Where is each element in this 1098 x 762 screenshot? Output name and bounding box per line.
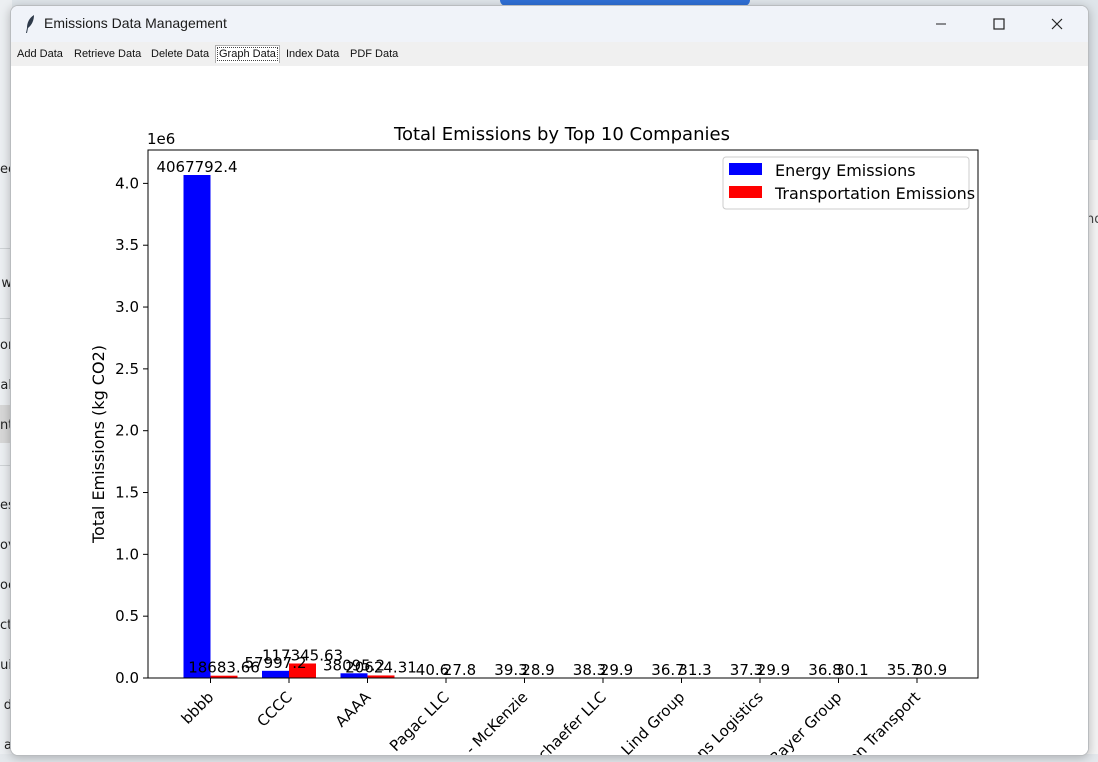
tab-retrieve-data[interactable]: Retrieve Data	[74, 48, 142, 60]
x-tick-label: Bayer Group	[766, 688, 845, 755]
y-tick-label: 2.0	[115, 422, 139, 440]
legend-swatch-energy	[729, 163, 762, 175]
tab-pdf-data[interactable]: PDF Data	[350, 48, 399, 60]
background-left-fragment: w	[1, 276, 12, 291]
emissions-bar-chart: Total Emissions by Top 10 Companies 1e6 …	[89, 124, 979, 755]
background-left-fragment: oc	[0, 578, 12, 593]
y-axis: 0.0 0.5 1.0 1.5 2.0 2.5 3.0 3.5 4.0	[115, 174, 148, 687]
background-left-fragment: ct	[0, 618, 12, 633]
background-left-fragment: nt	[0, 418, 12, 433]
bar-value-label: 28.9	[521, 661, 554, 679]
bar-transportation	[289, 663, 316, 678]
window-title: Emissions Data Management	[44, 15, 227, 31]
tab-index-data[interactable]: Index Data	[286, 48, 340, 60]
background-left-fragment: es	[0, 498, 12, 513]
background-left-fragment: a	[4, 738, 12, 753]
background-left-fragment: ui	[0, 658, 12, 673]
bar-transportation	[210, 675, 238, 678]
y-tick-label: 1.5	[115, 484, 139, 502]
y-tick-label: 2.5	[115, 360, 139, 378]
tab-graph-data[interactable]: Graph Data	[215, 45, 280, 63]
legend-box	[722, 156, 970, 210]
bar-value-label: 29.9	[757, 661, 790, 679]
y-tick-label: 3.0	[115, 298, 139, 316]
background-left-fragment: ee	[0, 162, 12, 177]
background-left-fragment: al	[0, 378, 12, 393]
y-axis-label: Total Emissions (kg CO2)	[89, 345, 108, 544]
bar-value-label: 40.6	[416, 661, 449, 679]
bar-value-label: 29.9	[600, 661, 633, 679]
maximize-icon	[993, 18, 1005, 30]
minimize-icon	[936, 23, 946, 25]
background-left-panel	[0, 0, 12, 762]
x-tick-label: ns Logistics	[693, 688, 767, 755]
maximize-button[interactable]	[976, 6, 1022, 42]
bar-transportation	[367, 675, 395, 678]
x-tick-label: - McKenzie	[462, 688, 532, 755]
bar-value-label: 35.7	[887, 661, 920, 679]
legend-label-transportation: Transportation Emissions	[774, 184, 975, 203]
background-right-text: nd	[1086, 212, 1098, 227]
bar-value-label: 36.7	[651, 661, 684, 679]
bar-energy	[183, 175, 211, 678]
background-left-fragment: ov	[0, 538, 12, 553]
bar-value-label: 30.1	[835, 661, 868, 679]
bar-energy	[262, 670, 289, 678]
background-right-panel	[1086, 140, 1098, 760]
plot-frame	[147, 149, 979, 679]
background-window-accent	[500, 0, 750, 6]
y-tick-label: 3.5	[115, 236, 139, 254]
bar-value-label: 38095.2	[323, 656, 385, 674]
bar-value-label: 27.8	[443, 661, 476, 679]
x-tick-label: chaefer LLC	[534, 688, 610, 755]
bars-group	[183, 175, 944, 678]
app-window: Emissions Data Management Add Data Retri…	[10, 5, 1089, 756]
y-tick-label: 4.0	[115, 174, 139, 192]
tab-delete-data[interactable]: Delete Data	[151, 48, 210, 60]
bar-value-label: 117345.63	[262, 646, 343, 664]
y-tick-label: 1.0	[115, 545, 139, 563]
background-bottom	[0, 754, 1098, 762]
bar-value-label: 20624.31	[345, 658, 417, 676]
x-tick-label: bbbb	[178, 688, 218, 728]
legend: Energy Emissions Transportation Emission…	[722, 156, 975, 210]
bar-value-label: 38.3	[573, 661, 606, 679]
minimize-button[interactable]	[918, 6, 964, 42]
bar-value-label: 31.3	[678, 661, 711, 679]
bar-value-label: 18683.66	[188, 659, 260, 677]
x-tick-label: CCCC	[253, 688, 295, 730]
chart-area: Total Emissions by Top 10 Companies 1e6 …	[11, 66, 1088, 755]
x-tick-label: Lind Group	[618, 688, 689, 755]
background-left-fragment: d	[3, 698, 12, 713]
y-tick-label: 0.0	[115, 669, 139, 687]
bar-value-label: 4067792.4	[156, 158, 237, 176]
bar-energy	[340, 673, 368, 678]
close-icon	[1051, 18, 1063, 30]
background-left-fragment: or	[0, 338, 12, 353]
close-button[interactable]	[1034, 6, 1080, 42]
y-offset-label: 1e6	[147, 130, 175, 148]
x-tick-label: AAAA	[332, 688, 375, 731]
tab-bar: Add Data Retrieve Data Delete Data Graph…	[11, 42, 1088, 67]
bar-value-label: 36.8	[808, 661, 841, 679]
x-tick-label: Pagac LLC	[386, 688, 453, 755]
bar-value-label: 57997.2	[244, 654, 306, 672]
chart-title: Total Emissions by Top 10 Companies	[393, 124, 730, 145]
x-axis: bbbb CCCC AAAA Pagac LLC - McKenzie chaefer L…	[178, 678, 924, 755]
x-tick-label: on Transport	[845, 688, 924, 755]
tab-add-data[interactable]: Add Data	[17, 48, 63, 60]
legend-swatch-transportation	[729, 186, 762, 198]
bar-value-label: 37.3	[730, 661, 763, 679]
feather-icon	[26, 15, 34, 33]
y-tick-label: 0.5	[115, 607, 139, 625]
bar-value-label: 39.3	[494, 661, 527, 679]
title-bar[interactable]: Emissions Data Management	[11, 6, 1088, 42]
legend-label-energy: Energy Emissions	[775, 161, 916, 180]
bar-value-label: 30.9	[914, 661, 947, 679]
